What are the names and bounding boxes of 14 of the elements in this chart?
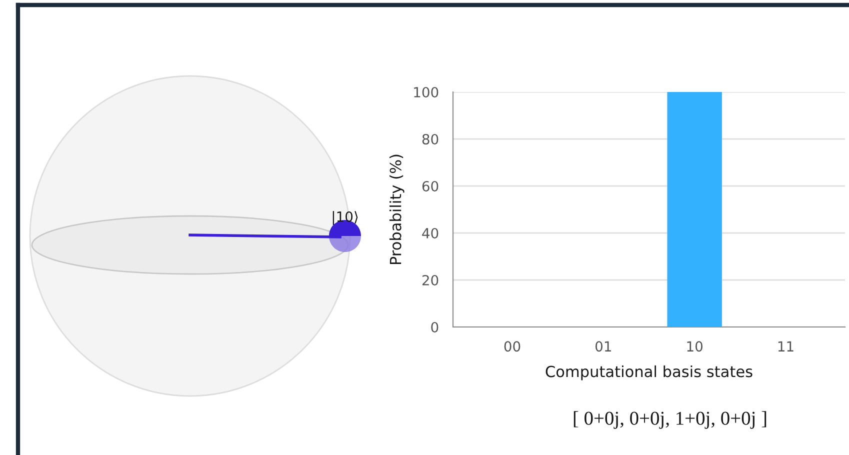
y-tick-label: 20 <box>422 274 438 286</box>
y-tick-label: 60 <box>422 180 438 192</box>
text: |10⟩ <box>332 211 358 225</box>
y-axis-title: Probability (%) <box>389 154 404 264</box>
y-tick-label: 100 <box>414 86 438 98</box>
text: [ 0+0j, 0+0j, 1+0j, 0+0j ] <box>574 411 766 429</box>
x-axis-title: Computational basis states <box>546 365 752 380</box>
y-tick-label: 80 <box>422 134 438 144</box>
y-tick-label: 40 <box>422 228 438 238</box>
x-tick-label: 11 <box>778 341 794 352</box>
x-tick-label: 00 <box>504 341 520 352</box>
y-tick-label: 0 <box>431 322 438 332</box>
x-tick-label: 10 <box>687 341 702 352</box>
x-tick-label: 01 <box>596 341 611 352</box>
